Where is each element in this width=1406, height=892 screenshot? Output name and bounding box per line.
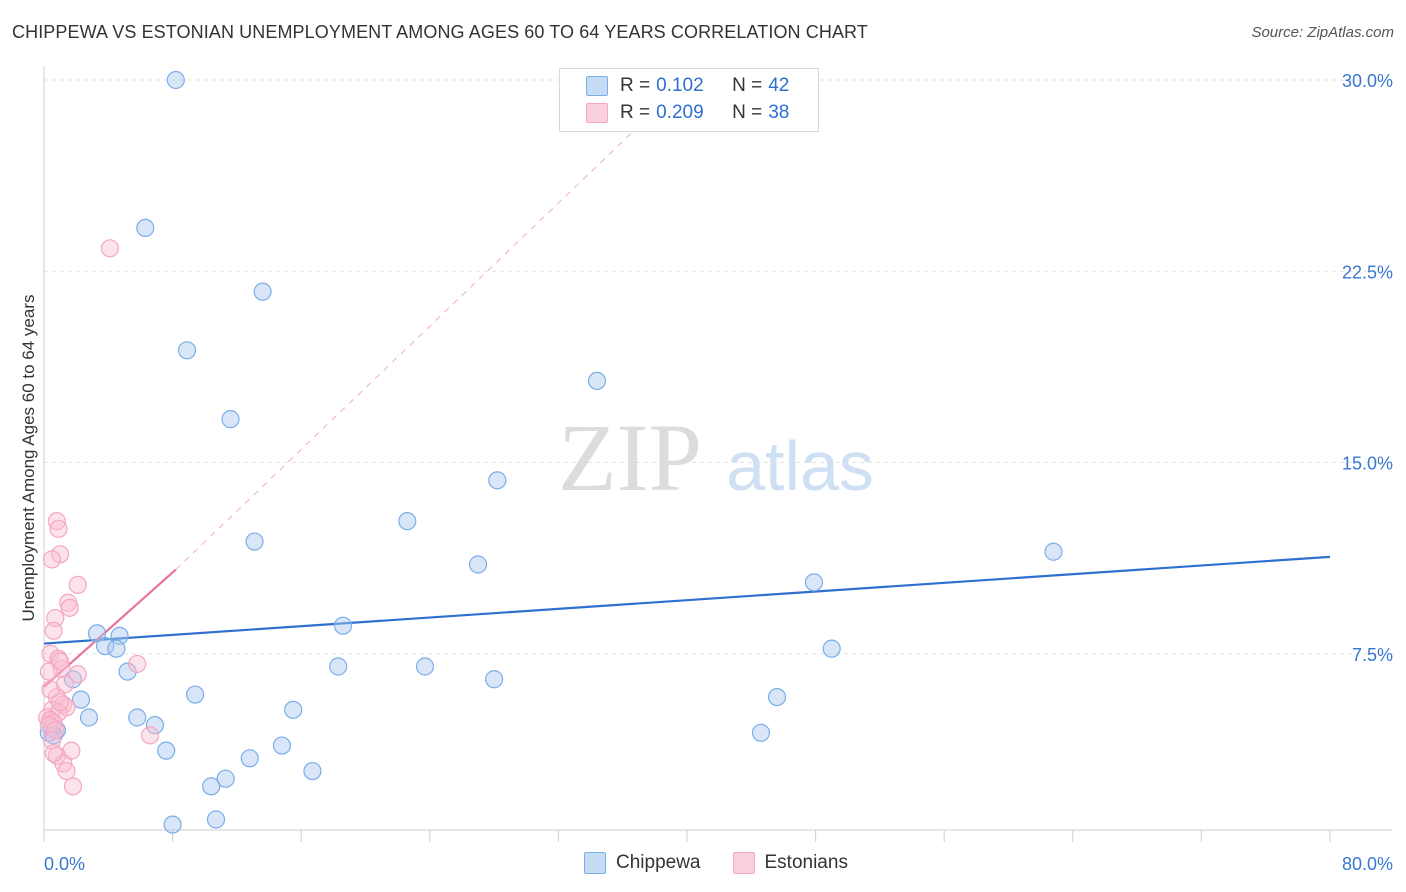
trend-lines	[43, 110, 1331, 688]
chippewa-point	[488, 471, 507, 490]
chippewa-swatch	[584, 852, 606, 874]
y-tick-label: 30.0%	[1342, 71, 1393, 91]
chippewa-point	[186, 685, 205, 704]
chippewa-point	[329, 657, 348, 676]
watermark-zip: ZIP	[558, 404, 702, 511]
chippewa-point	[245, 532, 264, 551]
estonians-point	[68, 575, 87, 595]
legend-item-chippewa: Chippewa	[584, 852, 701, 874]
estonians-point	[128, 654, 147, 674]
chippewa-point	[333, 616, 353, 635]
n-label: N =	[732, 102, 763, 123]
chippewa-point	[95, 636, 115, 656]
legend-label: Chippewa	[616, 852, 701, 873]
estonians-point	[68, 665, 87, 684]
estonians-point	[44, 713, 63, 732]
chippewa-point	[804, 573, 824, 592]
tick-labels: 7.5% 15.0% 22.5% 30.0% 0.0% 80.0%	[44, 71, 1393, 874]
chippewa-point	[128, 708, 147, 727]
r-label: R =	[620, 75, 651, 96]
estonians-point	[60, 598, 79, 617]
chippewa-point	[767, 687, 787, 707]
estonians-point	[46, 721, 65, 740]
chart-title: CHIPPEWA VS ESTONIAN UNEMPLOYMENT AMONG …	[12, 22, 868, 42]
chippewa-point	[485, 670, 504, 689]
legend-row-chippewa: R = 0.102 N = 42	[586, 74, 789, 98]
estonians-point	[44, 621, 63, 640]
chippewa-swatch	[586, 76, 608, 96]
chippewa-point	[145, 716, 165, 735]
legend-label: Estonians	[764, 852, 848, 873]
chippewa-point	[202, 777, 221, 796]
watermark-atlas: atlas	[726, 427, 874, 505]
n-label: N =	[732, 75, 763, 96]
n-value: 38	[768, 102, 790, 123]
series-legend: Chippewa Estonians	[584, 852, 880, 874]
watermark: ZIP atlas	[558, 404, 874, 511]
r-label: R =	[620, 102, 651, 123]
estonians-point	[42, 550, 62, 569]
estonians-swatch	[732, 852, 755, 874]
chippewa-point	[157, 741, 176, 760]
estonians-point	[50, 693, 70, 712]
y-tick-label: 15.0%	[1342, 454, 1393, 474]
chippewa-point	[751, 723, 771, 742]
chippewa-point	[284, 700, 303, 719]
estonians-point	[63, 777, 83, 796]
chippewa-point	[166, 70, 185, 90]
source-label: Source: ZipAtlas.com	[1251, 24, 1394, 41]
chippewa-point	[71, 690, 91, 709]
chippewa-point	[177, 341, 197, 360]
r-value: 0.102	[656, 75, 704, 96]
x-tick-label: 0.0%	[44, 854, 85, 874]
estonians-point	[39, 662, 58, 681]
estonians-swatch	[586, 103, 608, 123]
n-value: 42	[768, 75, 790, 96]
y-tick-label: 7.5%	[1352, 645, 1393, 665]
axes	[43, 66, 1392, 842]
chippewa-point	[303, 761, 322, 781]
chippewa-point	[118, 662, 137, 681]
estonians-trend-line	[175, 110, 656, 570]
estonians-point	[41, 680, 60, 699]
chippewa-point	[1044, 542, 1063, 561]
chippewa-point	[163, 815, 182, 834]
chippewa-point	[136, 218, 155, 237]
chippewa-point	[216, 769, 235, 788]
grid-lines	[44, 79, 1392, 655]
chippewa-point	[107, 639, 126, 658]
chippewa-point	[415, 657, 435, 676]
chippewa-point	[822, 639, 841, 658]
legend-row-estonians: R = 0.209 N = 38	[586, 101, 789, 125]
x-tick-label: 80.0%	[1342, 854, 1393, 874]
estonians-point	[44, 744, 63, 763]
estonians-point	[50, 652, 70, 671]
chippewa-point	[468, 555, 488, 574]
chippewa-point	[272, 736, 292, 755]
data-points	[38, 70, 1063, 834]
chippewa-point	[206, 810, 226, 829]
r-value: 0.209	[656, 102, 704, 123]
chippewa-trend-line	[43, 555, 1331, 645]
chippewa-point	[240, 749, 259, 768]
chippewa-point	[253, 282, 272, 301]
estonians-point	[140, 726, 160, 745]
legend-item-estonians: Estonians	[732, 852, 848, 874]
correlation-legend: R = 0.102 N = 42 R = 0.209 N = 38	[559, 68, 819, 132]
y-tick-label: 22.5%	[1342, 262, 1393, 282]
chippewa-point	[587, 371, 607, 390]
chippewa-point	[79, 708, 99, 727]
estonians-point	[57, 761, 76, 781]
estonians-point	[47, 512, 66, 531]
chippewa-point	[221, 410, 240, 429]
estonians-point	[100, 239, 120, 258]
estonians-point	[49, 519, 68, 538]
y-axis-label: Unemployment Among Ages 60 to 64 years	[19, 294, 38, 622]
chippewa-point	[398, 512, 417, 531]
